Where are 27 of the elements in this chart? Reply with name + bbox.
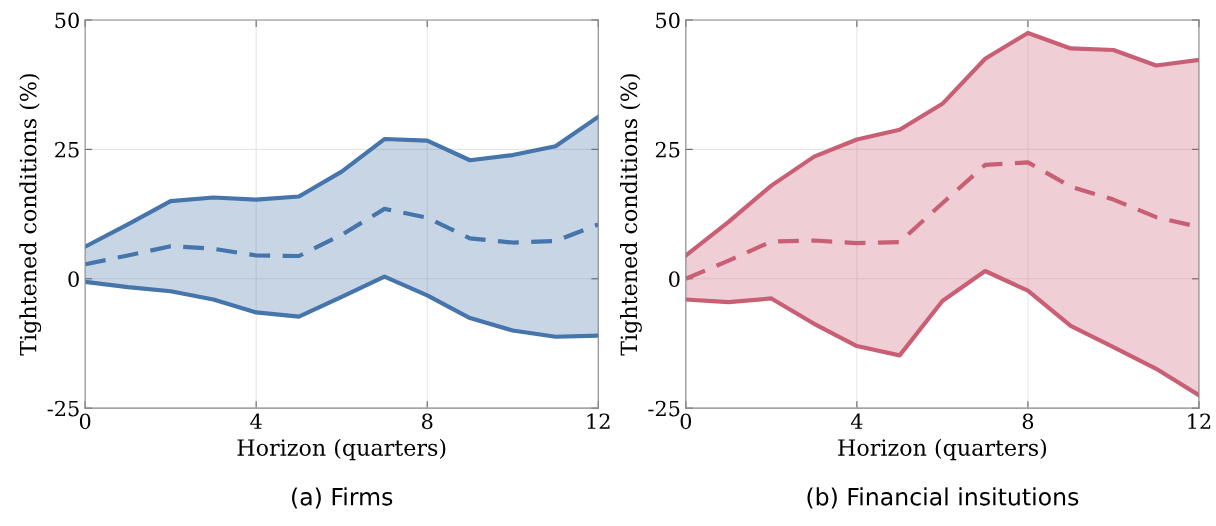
y-axis-title: Tightened conditions (%) [19,74,42,356]
line-series [685,268,1199,398]
x-tick-label: 4 [250,413,262,429]
y-tick-label: -25 [47,400,79,417]
y-tick-label: 50 [55,12,79,29]
x-tick-label: 8 [421,413,433,430]
x-tick-label: 12 [587,413,610,429]
x-tick-label: 0 [79,413,91,430]
y-tick-label: 25 [655,141,680,158]
x-axis-title: Horizon (quarters) [838,438,1047,461]
text: (a) Firms [292,487,393,509]
line-series [85,206,599,267]
line-series [85,274,599,339]
x-tick-label: 0 [680,413,692,430]
y-tick-label: 25 [55,141,79,158]
y-axis-title: Tightened conditions (%) [620,74,642,356]
y-tick-label: 0 [68,271,79,287]
x-tick-label: 4 [850,413,863,429]
y-tick-label: 0 [669,271,680,287]
y-tick-label: -25 [648,400,680,417]
text: (b) Financial insitutions [807,487,1079,509]
line-series [85,114,599,249]
x-tick-label: 8 [1022,413,1034,430]
x-axis-title: Horizon (quarters) [237,438,446,461]
line-series [685,30,1199,258]
y-tick-label: 50 [656,12,680,29]
x-tick-label: 12 [1188,413,1211,429]
